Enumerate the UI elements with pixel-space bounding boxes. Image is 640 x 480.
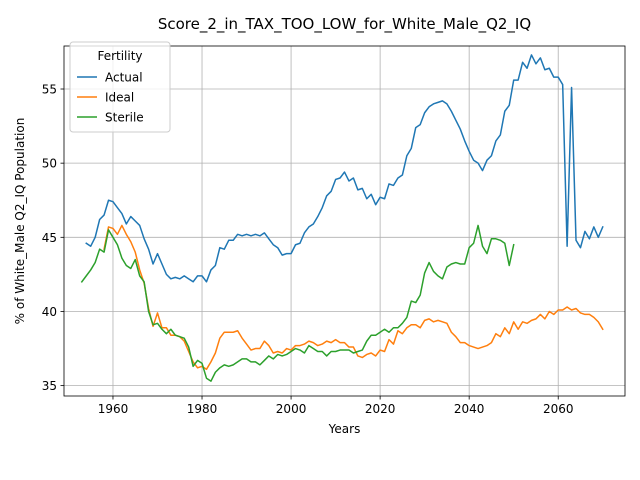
legend: Fertility Actual Ideal Sterile: [69, 41, 171, 133]
legend-items: Actual Ideal Sterile: [77, 71, 144, 125]
x-tick-label: 2060: [543, 402, 574, 416]
x-tick-label: 2020: [365, 402, 396, 416]
legend-label-actual: Actual: [105, 71, 143, 85]
series-lines: [80, 54, 604, 382]
y-tick-label: 55: [42, 83, 57, 97]
chart-title: Score_2_in_TAX_TOO_LOW_for_White_Male_Q2…: [158, 15, 531, 34]
x-tick-label: 1960: [98, 402, 129, 416]
x-tick-label: 2000: [276, 402, 307, 416]
y-tick-label: 50: [42, 157, 57, 171]
legend-title: Fertility: [97, 49, 142, 63]
y-tick-label: 35: [42, 379, 57, 393]
plot-area-frame: [63, 45, 626, 397]
y-axis-label: % of White_Male Q2_IQ Population: [13, 118, 27, 325]
legend-label-ideal: Ideal: [105, 91, 134, 105]
legend-box: [69, 41, 171, 133]
x-axis-label: Years: [328, 422, 361, 436]
y-tick-label: 40: [42, 305, 57, 319]
x-tick-label: 2040: [454, 402, 485, 416]
series-line-ideal: [103, 224, 604, 371]
grid-lines: [64, 46, 625, 396]
x-tick-label: 1980: [187, 402, 218, 416]
series-line-sterile: [80, 224, 515, 382]
y-tick-label: 45: [42, 231, 57, 245]
legend-label-sterile: Sterile: [105, 111, 144, 125]
axis-ticks: 1960 1980 2000 2020 2040 2060 35 40 45 50 55: [42, 83, 574, 416]
series-line-actual: [85, 54, 604, 283]
